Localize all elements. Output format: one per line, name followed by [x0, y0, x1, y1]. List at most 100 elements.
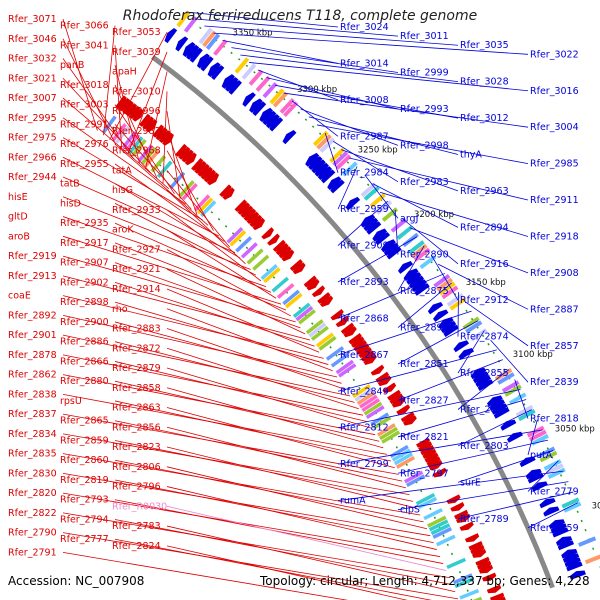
left-gene-label: Rfer_3007: [8, 93, 57, 104]
reverse-gene: [527, 472, 544, 484]
right-gene-label: Rfer_2779: [530, 486, 579, 497]
forward-gene: [330, 308, 344, 321]
forward-gene: [470, 544, 485, 554]
cog-block: [241, 63, 257, 80]
reverse-gene: [252, 101, 267, 117]
left-gene-label: Rfer_3071: [8, 14, 57, 25]
left-leader-line: [114, 163, 225, 242]
right-leader-line: [402, 218, 459, 265]
right-gene-label: thyA: [460, 150, 482, 161]
right-leader-line: [337, 166, 358, 210]
cog-block: [316, 134, 332, 150]
left-leader-line: [114, 538, 433, 600]
reverse-gene: [345, 196, 361, 211]
left-gene-label: Rfer_2820: [8, 488, 57, 499]
topology-label: Topology: circular; Length: 4,712,337 bp…: [260, 574, 590, 588]
forward-gene: [358, 346, 372, 359]
reverse-gene: [569, 570, 586, 580]
forward-gene: [464, 533, 480, 543]
reverse-gene: [525, 468, 542, 480]
right-gene-label: Rfer_2909: [340, 241, 389, 252]
reverse-gene: [265, 114, 280, 129]
forward-gene: [420, 444, 435, 456]
left-leader-line: [166, 486, 437, 550]
forward-gene: [471, 548, 487, 558]
left-leader-line: [62, 413, 399, 475]
cog-block: [452, 573, 473, 585]
left-gene-label: Rfer_2933: [112, 205, 161, 216]
right-gene-label: Rfer_2894: [460, 222, 509, 233]
reverse-gene: [372, 228, 388, 242]
left-leader-line: [114, 45, 123, 150]
left-leader-line: [166, 268, 306, 335]
reverse-gene: [543, 506, 560, 517]
cog-block: [359, 394, 378, 409]
left-leader-line: [62, 18, 98, 131]
left-gene-label: Rfer_2830: [8, 468, 57, 479]
left-gene-label: rho: [112, 304, 128, 315]
right-leader-line: [430, 254, 459, 301]
left-gene-label: Rfer_2955: [60, 159, 109, 170]
right-gene-label: Rfer_3024: [340, 22, 389, 33]
reverse-gene: [566, 561, 583, 572]
forward-gene: [246, 211, 260, 224]
cog-block: [240, 242, 258, 259]
forward-gene: [475, 556, 490, 566]
right-leader-line: [397, 245, 425, 292]
left-gene-label: tatA: [112, 165, 132, 176]
right-gene-label: Rfer_2812: [340, 423, 389, 434]
right-leader-line: [195, 18, 399, 37]
left-leader-line: [62, 196, 251, 270]
left-gene-label: Rfer_3066: [60, 21, 109, 32]
left-leader-line: [62, 275, 310, 341]
reverse-gene: [225, 77, 239, 92]
right-leader-line: [308, 116, 459, 155]
reverse-gene: [414, 283, 430, 296]
forward-gene: [389, 393, 404, 404]
cog-block: [115, 125, 131, 144]
reverse-gene: [259, 107, 274, 123]
right-gene-label: Rfer_2821: [400, 432, 449, 443]
forward-gene: [234, 199, 247, 212]
cog-block: [269, 88, 285, 105]
forward-gene: [400, 411, 415, 423]
forward-gene: [375, 371, 390, 383]
right-gene-label: Rfer_2918: [530, 231, 579, 242]
cog-block: [446, 557, 467, 570]
reverse-gene: [519, 456, 536, 468]
reverse-gene: [561, 549, 578, 559]
right-gene-label: Rfer_2759: [530, 523, 579, 534]
left-leader-line: [166, 249, 291, 317]
right-leader-line: [204, 25, 459, 46]
right-gene-label: Rfer_2839: [530, 377, 579, 388]
right-leader-line: [185, 11, 339, 28]
cog-block: [111, 123, 127, 142]
left-leader-line: [166, 189, 246, 265]
right-gene-label: Rfer_2849: [340, 386, 389, 397]
left-gene-label: aroB: [8, 231, 30, 242]
right-gene-label: Rfer_2984: [340, 168, 389, 179]
left-gene-label: Rfer_2822: [8, 508, 57, 519]
cog-block: [408, 240, 425, 255]
cog-block: [128, 136, 144, 155]
reverse-gene: [330, 179, 345, 194]
right-gene-label: Rfer_3004: [530, 122, 579, 133]
left-leader-line: [162, 91, 168, 184]
right-gene-label: Rfer_2983: [400, 177, 449, 188]
cog-block: [338, 363, 357, 378]
left-gene-label: panB: [60, 60, 84, 71]
left-gene-label: Rfer_2927: [112, 244, 161, 255]
forward-gene: [360, 350, 375, 362]
right-gene-label: surE: [460, 477, 481, 488]
forward-gene: [486, 584, 502, 594]
left-gene-label: Rfer_2790: [8, 528, 57, 539]
left-gene-label: Rfer_2879: [112, 363, 161, 374]
cog-block: [393, 452, 414, 466]
left-gene-label: Rfer_3021: [8, 73, 57, 84]
reverse-gene: [320, 169, 336, 184]
reverse-gene: [182, 42, 196, 58]
cog-block: [178, 180, 195, 198]
left-gene-label: Rfer_2996: [112, 106, 161, 117]
forward-gene: [402, 415, 417, 426]
